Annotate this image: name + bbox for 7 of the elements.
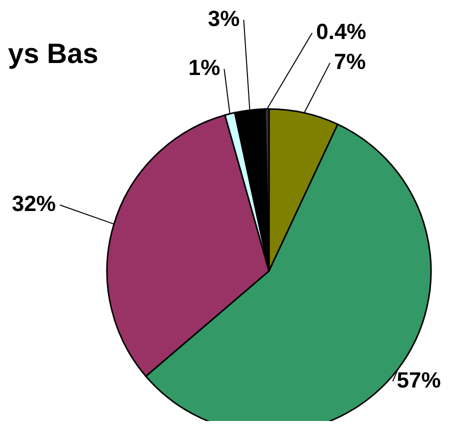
data-label: 3% bbox=[208, 6, 240, 31]
data-label: 7% bbox=[334, 48, 366, 74]
data-label: 32% bbox=[12, 190, 56, 216]
text: ys Bas bbox=[8, 38, 98, 70]
data-label: 57% bbox=[396, 367, 441, 392]
data-label: 0.4% bbox=[316, 19, 366, 44]
data-label: 1% bbox=[188, 54, 220, 80]
